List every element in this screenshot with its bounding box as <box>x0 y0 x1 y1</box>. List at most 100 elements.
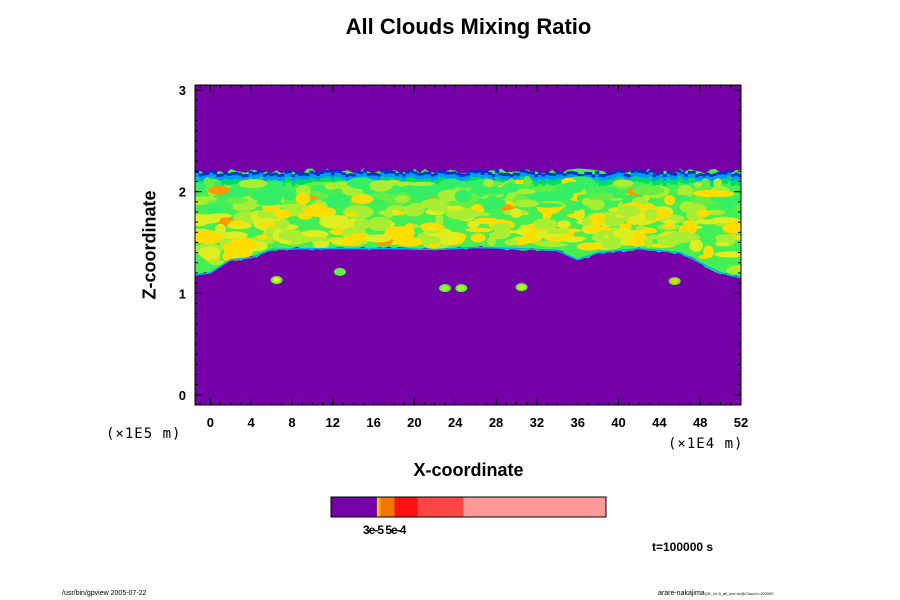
cloud-top-fringe <box>416 175 421 180</box>
cloud-texture <box>221 231 248 240</box>
cloud-top-fringe <box>245 177 250 182</box>
cloud-texture <box>682 220 699 227</box>
cloud-top-fringe <box>609 175 614 180</box>
cloud-texture <box>421 235 441 245</box>
cloud-texture <box>484 197 506 209</box>
isolated-cloud-core <box>441 285 449 291</box>
colorbar-segment <box>463 497 607 517</box>
cloud-top-fringe <box>380 169 385 173</box>
cloud-top-fringe <box>412 178 418 184</box>
cloud-texture <box>533 240 562 246</box>
cloud-top-fringe <box>580 174 585 178</box>
cloud-top-fringe <box>323 176 328 182</box>
cloud-top-fringe <box>405 170 410 174</box>
cloud-top-fringe <box>477 172 482 177</box>
cloud-texture <box>195 182 207 192</box>
cloud-top-fringe <box>327 176 332 182</box>
cloud-top-fringe <box>387 170 393 174</box>
cloud-top-fringe <box>705 175 710 180</box>
cloud-top-fringe <box>337 173 343 178</box>
cloud-texture <box>641 227 657 234</box>
chart-title: All Clouds Mixing Ratio <box>345 14 592 39</box>
x-tick-label: 12 <box>326 415 340 430</box>
cloud-texture <box>205 196 214 201</box>
y-tick-label: 0 <box>179 388 186 403</box>
x-tick-label: 48 <box>693 415 707 430</box>
cloud-top-fringe <box>266 175 271 180</box>
cloud-texture <box>301 230 318 236</box>
cloud-top-fringe <box>355 173 360 178</box>
cloud-top-fringe <box>380 176 385 182</box>
cloud-top-fringe <box>712 176 718 181</box>
cloud-top-fringe <box>691 177 696 183</box>
cloud-top-fringe <box>716 171 721 175</box>
cloud-top-fringe <box>555 174 560 179</box>
cloud-top-fringe <box>259 176 264 182</box>
cloud-texture <box>714 190 735 197</box>
cloud-top-fringe <box>255 171 260 175</box>
cloud-texture <box>195 200 209 206</box>
cloud-top-fringe <box>327 169 332 173</box>
cloud-top-fringe <box>445 171 450 175</box>
cloud-top-fringe <box>687 177 693 183</box>
cloud-top-fringe <box>291 181 296 187</box>
cloud-top-fringe <box>612 173 618 178</box>
cloud-top-fringe <box>520 176 525 182</box>
cloud-top-fringe <box>412 174 418 179</box>
x-axis-unit: (×1E4 m) <box>668 436 744 452</box>
cloud-top-fringe <box>362 172 368 177</box>
cloud-texture <box>278 204 306 209</box>
cloud-top-fringe <box>712 173 718 177</box>
cloud-texture <box>367 217 391 231</box>
cloud-top-fringe <box>520 172 525 177</box>
cloud-texture <box>517 236 542 243</box>
cloud-top-fringe <box>612 177 618 183</box>
cloud-top-fringe <box>670 172 675 176</box>
cloud-texture <box>601 238 621 250</box>
cloud-top-fringe <box>370 175 375 180</box>
cloud-top-fringe <box>280 176 285 181</box>
cloud-top-fringe <box>316 173 321 177</box>
cloud-top-fringe <box>230 175 235 180</box>
cloud-texture <box>663 223 675 229</box>
cloud-top-fringe <box>602 173 607 177</box>
cloud-top-fringe <box>348 176 353 181</box>
cloud-field <box>195 168 741 293</box>
cloud-top-fringe <box>605 175 610 180</box>
cloud-top-fringe <box>545 171 550 175</box>
cloud-texture <box>274 209 291 219</box>
cloud-top-fringe <box>448 174 453 179</box>
cloud-top-fringe <box>555 178 560 184</box>
cloud-top-fringe <box>687 173 693 178</box>
cloud-texture <box>342 205 374 219</box>
cloud-top-fringe <box>216 173 221 177</box>
cloud-top-fringe <box>655 175 660 180</box>
cloud-texture <box>351 194 374 204</box>
cloud-top-fringe <box>670 175 675 180</box>
cloud-top-fringe <box>409 176 414 182</box>
footer-author: arare-nakajima <box>658 590 705 597</box>
cloud-top-fringe <box>266 172 271 176</box>
cloud-top-fringe <box>252 175 257 180</box>
cloud-top-fringe <box>270 173 275 177</box>
cloud-texture <box>728 265 739 275</box>
cloud-top-fringe <box>202 172 207 176</box>
cloud-texture <box>319 214 349 222</box>
colorbar-segment <box>331 497 378 517</box>
colorbar-segment <box>378 497 382 517</box>
cloud-top-fringe <box>698 173 703 177</box>
cloud-texture <box>504 239 519 246</box>
x-tick-label: 4 <box>248 415 256 430</box>
cloud-top-fringe <box>684 180 689 186</box>
cloud-top-fringe <box>234 178 239 184</box>
cloud-top-fringe <box>730 173 735 177</box>
cloud-top-fringe <box>587 172 593 176</box>
cloud-top-fringe <box>305 173 310 177</box>
cloud-top-fringe <box>287 173 293 178</box>
cloud-top-fringe <box>295 171 300 175</box>
cloud-top-fringe <box>284 177 289 183</box>
cloud-top-fringe <box>462 176 468 181</box>
cloud-texture <box>483 178 494 188</box>
x-tick-label: 36 <box>570 415 584 430</box>
